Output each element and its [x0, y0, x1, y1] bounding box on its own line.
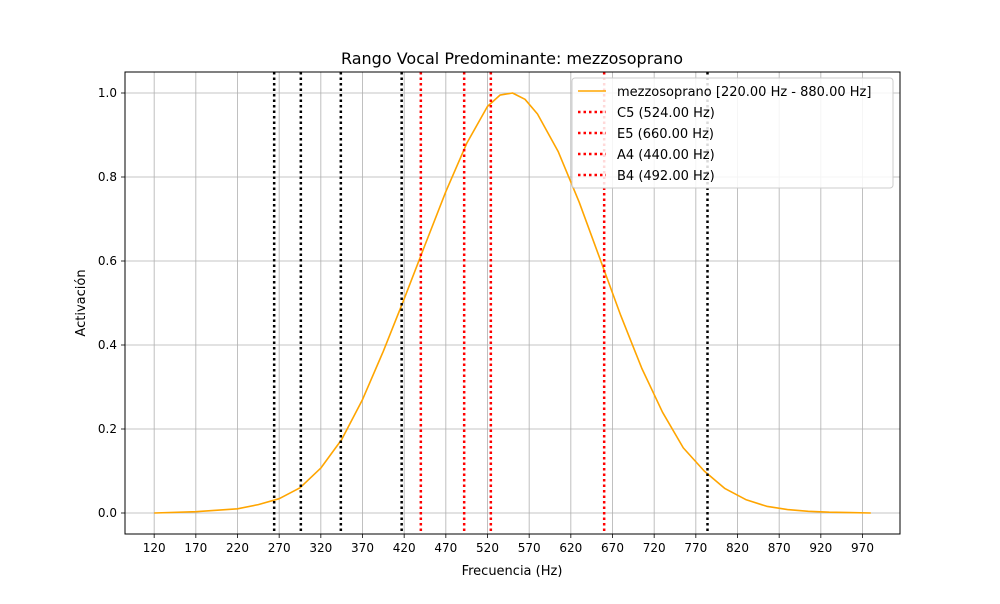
x-tick-label: 670	[601, 541, 624, 555]
plot-frame	[124, 71, 901, 535]
y-tick-label: 0.2	[98, 422, 117, 436]
y-tick-label: 0.6	[98, 254, 117, 268]
x-tick-label: 920	[809, 541, 832, 555]
series-line	[154, 92, 871, 514]
x-tick-label: 120	[143, 541, 166, 555]
y-axis-label: Activación	[74, 269, 89, 336]
x-tick-label: 320	[309, 541, 332, 555]
y-tick-label: 0.8	[98, 170, 117, 184]
x-axis-label: Frecuencia (Hz)	[462, 564, 563, 579]
x-tick-label: 720	[643, 541, 666, 555]
x-tick-label: 520	[476, 541, 499, 555]
legend-label: B4 (492.00 Hz)	[617, 169, 715, 184]
vertical-markers	[272, 72, 709, 534]
x-tick-label: 570	[518, 541, 541, 555]
x-tick-label: 170	[184, 541, 207, 555]
x-tick-label: 420	[393, 541, 416, 555]
x-tick-label: 820	[726, 541, 749, 555]
x-tick-label: 370	[351, 541, 374, 555]
x-tick-label: 870	[768, 541, 791, 555]
legend-box	[571, 77, 894, 189]
x-tick-label: 970	[851, 541, 874, 555]
legend-label: E5 (660.00 Hz)	[617, 127, 714, 142]
grid	[125, 72, 900, 534]
x-tick-label: 270	[268, 541, 291, 555]
x-tick-label: 770	[684, 541, 707, 555]
y-tick-label: 0.0	[98, 506, 117, 520]
legend-label: A4 (440.00 Hz)	[617, 148, 715, 163]
y-tick-label: 1.0	[98, 86, 117, 100]
x-axis-ticks: 120 170 220 270 320 370 420 470 520 570 620 670 720 7…	[143, 534, 874, 555]
legend: mezzosoprano [220.00 Hz - 880.00 Hz] C5 (…	[571, 77, 894, 189]
legend-label: mezzosoprano [220.00 Hz - 880.00 Hz]	[617, 85, 871, 100]
y-axis-ticks: 0.0 0.2 0.4 0.6 0.8 1.0	[98, 86, 125, 520]
y-tick-label: 0.4	[98, 338, 117, 352]
x-tick-label: 620	[559, 541, 582, 555]
legend-label: C5 (524.00 Hz)	[617, 106, 715, 121]
plot-lines	[154, 92, 871, 514]
x-tick-label: 220	[226, 541, 249, 555]
chart-title: Rango Vocal Predominante: mezzosoprano	[341, 49, 683, 68]
x-tick-label: 470	[434, 541, 457, 555]
